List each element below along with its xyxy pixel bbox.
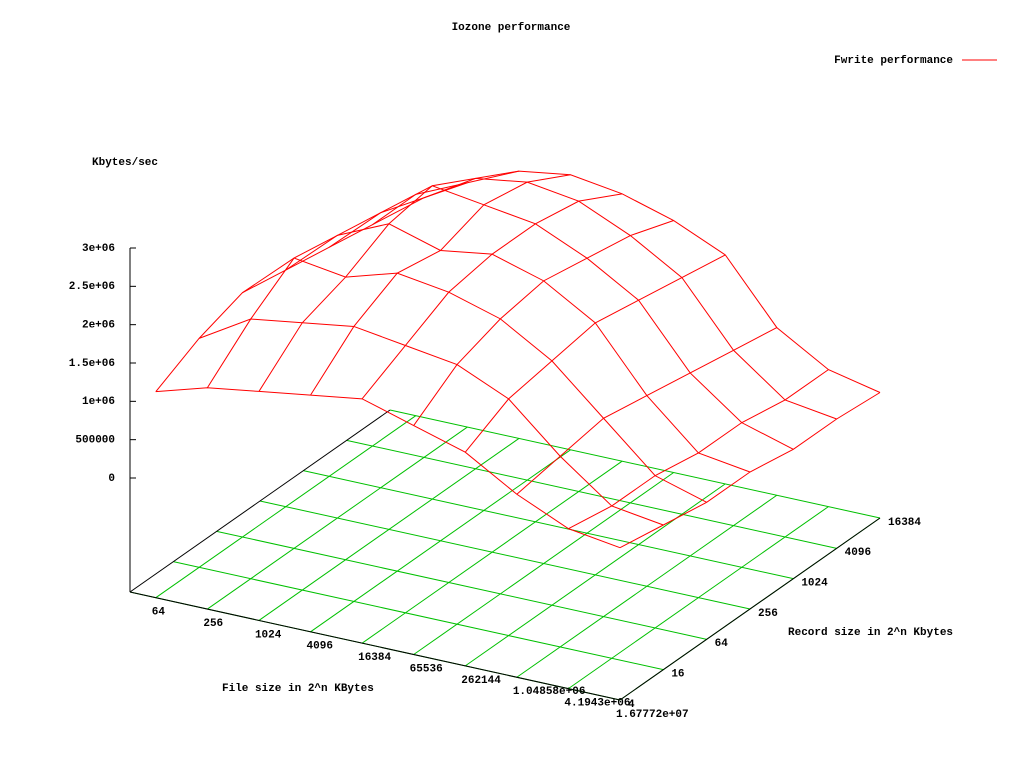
chart-title: Iozone performance — [452, 22, 571, 34]
y-tick-label: 4096 — [845, 547, 871, 559]
axis-line — [129, 591, 621, 701]
surface-row — [242, 257, 707, 503]
surface-column — [568, 369, 829, 530]
surface-row — [415, 170, 881, 393]
surface-column — [155, 193, 417, 392]
x-tick-label: 4.1943e+06 — [564, 698, 630, 710]
x-tick-label: 4096 — [307, 641, 333, 653]
grid-line — [216, 530, 707, 640]
z-tick-label: 1e+06 — [82, 396, 115, 408]
x-tick-label: 256 — [203, 618, 223, 630]
axis-line — [619, 517, 881, 701]
z-tick-label: 500000 — [75, 435, 115, 447]
x-tick-label: 1024 — [255, 629, 282, 641]
y-tick-label: 256 — [758, 608, 778, 620]
surface-column — [413, 220, 674, 426]
x-tick-label: 65536 — [410, 663, 443, 675]
surface-column — [516, 327, 778, 495]
z-tick-label: 2e+06 — [82, 320, 115, 332]
legend-label: Fwrite performance — [834, 55, 953, 67]
z-axis-label: Kbytes/sec — [92, 157, 158, 169]
surface-column — [310, 174, 571, 396]
x-axis-label: File size in 2^n KBytes — [222, 683, 374, 695]
surface-column — [258, 170, 520, 392]
y-tick-label: 64 — [715, 638, 729, 650]
surface-row — [372, 177, 837, 420]
grid-line — [173, 561, 664, 671]
y-tick-label: 16384 — [888, 517, 921, 529]
y-tick-label: 16 — [671, 669, 684, 681]
z-tick-label: 1.5e+06 — [69, 358, 115, 370]
y-axis-label: Record size in 2^n Kbytes — [788, 627, 953, 639]
axis-line — [129, 409, 391, 593]
z-tick-label: 2.5e+06 — [69, 281, 115, 293]
surface-column — [206, 182, 468, 388]
grid-line — [259, 500, 751, 610]
grid-line — [346, 439, 837, 549]
surface-column — [464, 254, 726, 453]
surface-column — [361, 193, 623, 400]
grid-line — [303, 470, 794, 580]
x-tick-label: 1.04858e+06 — [513, 686, 586, 698]
x-tick-label: 64 — [152, 607, 166, 619]
grid-line — [389, 409, 881, 519]
z-tick-label: 3e+06 — [82, 243, 115, 255]
surface-row — [328, 185, 794, 450]
x-tick-label: 1.67772e+07 — [616, 709, 689, 721]
x-tick-label: 262144 — [461, 675, 501, 687]
z-tick-label: 0 — [108, 473, 115, 485]
surface-row — [155, 387, 621, 549]
y-tick-label: 4 — [628, 699, 635, 711]
surface-column — [619, 392, 881, 549]
surface-row — [198, 318, 664, 526]
y-tick-label: 1024 — [801, 578, 828, 590]
x-tick-label: 16384 — [358, 652, 391, 664]
